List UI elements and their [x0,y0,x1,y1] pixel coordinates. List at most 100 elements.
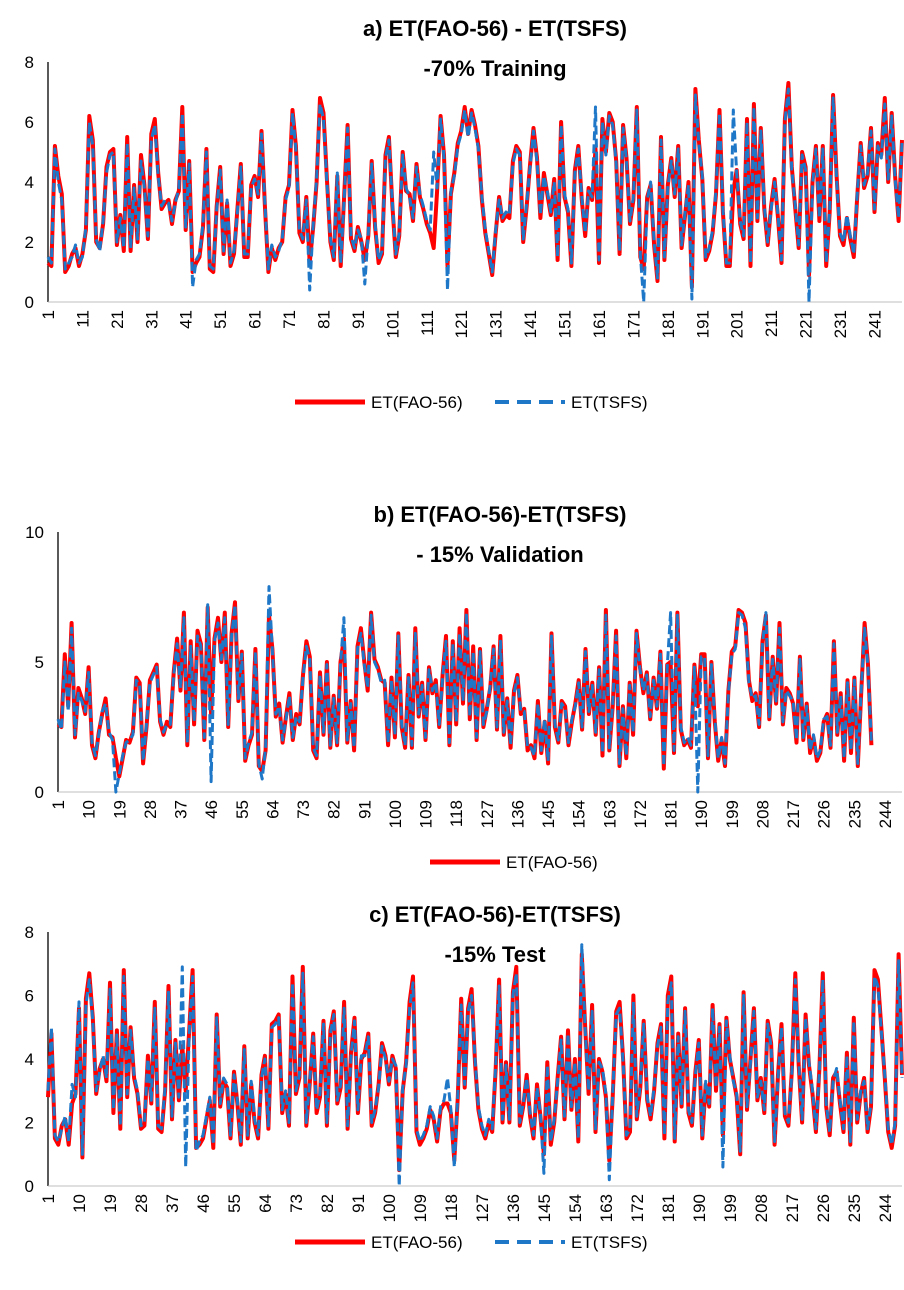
x-tick-label: 199 [723,800,742,828]
x-tick-label: 241 [865,310,884,338]
x-tick-label: 163 [597,1194,616,1222]
x-tick-label: 151 [556,310,575,338]
y-tick-label: 10 [25,523,44,542]
y-tick-label: 0 [25,293,34,312]
chart-panel-2: b) ET(FAO-56)-ET(TSFS) - 15% Validation 0 5… [25,502,902,872]
y-tick-label: 2 [25,1114,34,1133]
x-tick-label: 141 [521,310,540,338]
chart-title: c) ET(FAO-56)-ET(TSFS) [369,902,621,927]
x-tick-label: 191 [693,310,712,338]
x-tick-label: 217 [783,1194,802,1222]
x-tick-label: 244 [876,1194,895,1222]
x-tick-label: 199 [721,1194,740,1222]
x-tick-label: 181 [662,800,681,828]
x-tick-label: 211 [762,310,781,337]
x-tick-label: 226 [814,1194,833,1222]
series-line-tsfs [46,943,904,1188]
x-tick-label: 46 [202,800,221,819]
x-tick-label: 10 [70,1194,89,1213]
x-tick-label: 190 [690,1194,709,1222]
x-tick-label: 235 [845,800,864,828]
chart-title: -15% Test [444,942,546,967]
x-tick-label: 100 [386,800,405,828]
chart-title: a) ET(FAO-56) - ET(TSFS) [363,16,627,41]
x-tick-label: 217 [784,800,803,828]
x-tick-label: 190 [692,800,711,828]
chart-panel-1: a) ET(FAO-56) - ET(TSFS)-70% Training024… [25,16,904,412]
y-tick-label: 8 [25,53,34,72]
x-tick-label: 100 [380,1194,399,1222]
y-tick-label: 8 [25,923,34,942]
x-tick-label: 118 [447,800,466,827]
x-tick-label: 1 [49,800,68,809]
y-tick-label: 6 [25,113,34,132]
x-tick-label: 55 [233,800,252,819]
legend-label: ET(FAO-56) [371,1233,463,1252]
x-tick-label: 91 [349,310,368,329]
x-tick-label: 127 [478,800,497,828]
x-tick-label: 111 [418,310,437,336]
series-line-tsfs [56,585,873,794]
x-tick-label: 161 [590,310,609,338]
x-tick-label: 163 [600,800,619,828]
y-tick-label: 0 [25,1177,34,1196]
x-tick-label: 136 [508,800,527,828]
x-tick-label: 37 [172,800,191,819]
x-tick-label: 19 [101,1194,120,1213]
x-tick-label: 51 [211,310,230,329]
y-tick-label: 6 [25,987,34,1006]
x-tick-label: 121 [452,310,471,338]
x-tick-label: 73 [294,800,313,819]
x-tick-label: 181 [659,1194,678,1222]
x-tick-label: 64 [256,1194,275,1213]
x-tick-label: 154 [566,1194,585,1222]
x-tick-label: 131 [487,310,506,338]
x-tick-label: 64 [263,800,282,819]
y-tick-label: 0 [35,783,44,802]
legend-label: ET(FAO-56) [371,393,463,412]
x-tick-label: 109 [411,1194,430,1222]
x-tick-label: 28 [141,800,160,819]
x-tick-label: 41 [177,310,196,329]
chart-title: -70% Training [423,56,566,81]
x-tick-label: 82 [318,1194,337,1213]
x-tick-label: 244 [876,800,895,828]
x-tick-label: 235 [845,1194,864,1222]
x-tick-label: 81 [314,310,333,329]
chart-title: b) ET(FAO-56)-ET(TSFS) [374,502,627,527]
x-tick-label: 37 [163,1194,182,1213]
x-tick-label: 21 [108,310,127,329]
x-tick-label: 73 [287,1194,306,1213]
legend-label: ET(TSFS) [571,1233,648,1252]
x-tick-label: 31 [142,310,161,329]
x-tick-label: 61 [246,310,265,329]
x-tick-label: 145 [535,1194,554,1222]
legend-label: ET(FAO-56) [506,853,598,872]
x-tick-label: 181 [659,310,678,338]
x-tick-label: 91 [355,800,374,819]
x-tick-label: 208 [753,800,772,828]
x-tick-label: 1 [39,1194,58,1203]
x-tick-label: 46 [194,1194,213,1213]
x-tick-label: 172 [631,800,650,828]
x-tick-label: 71 [280,310,299,329]
legend-label: ET(TSFS) [571,393,648,412]
x-tick-label: 226 [815,800,834,828]
y-tick-label: 5 [35,653,44,672]
x-tick-label: 208 [752,1194,771,1222]
x-tick-label: 1 [39,310,58,319]
x-tick-label: 118 [442,1194,461,1221]
y-tick-label: 4 [25,1050,34,1069]
x-tick-label: 231 [831,310,850,338]
x-tick-label: 19 [110,800,129,819]
x-tick-label: 136 [504,1194,523,1222]
y-tick-label: 2 [25,233,34,252]
x-tick-label: 127 [473,1194,492,1222]
x-tick-label: 11 [73,310,92,328]
x-tick-label: 154 [570,800,589,828]
y-tick-label: 4 [25,173,34,192]
x-tick-label: 201 [728,310,747,338]
x-tick-label: 221 [797,310,816,338]
x-tick-label: 109 [417,800,436,828]
